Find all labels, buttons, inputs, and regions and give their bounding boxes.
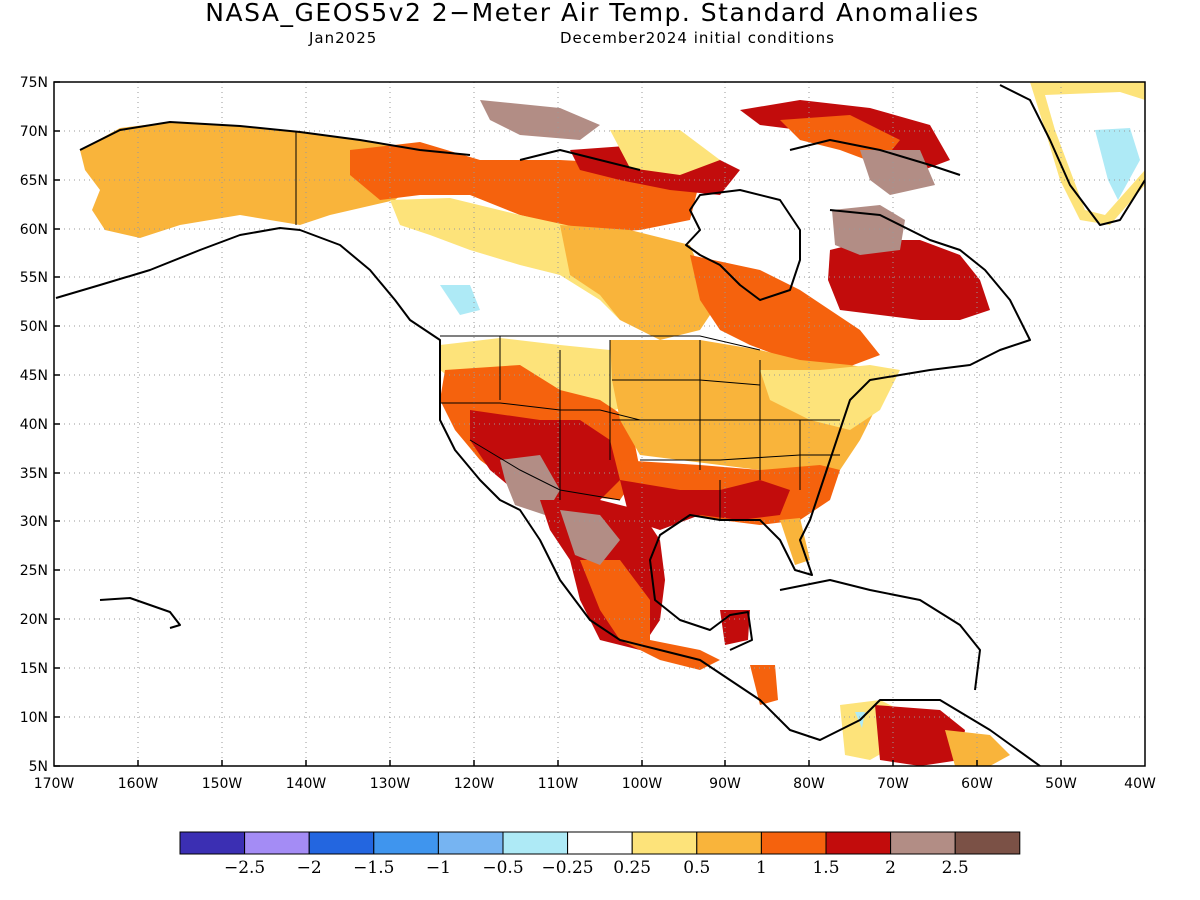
lat-label: 55N — [20, 270, 48, 286]
colorbar-label: 2.5 — [942, 858, 969, 878]
lat-label: 20N — [20, 612, 48, 628]
lon-label: 60W — [961, 776, 993, 792]
anomaly-region-arctic-yellow — [610, 130, 720, 175]
lat-label: 40N — [20, 417, 48, 433]
lat-label: 45N — [20, 368, 48, 384]
longitude-labels: 170W 160W 150W 140W 130W 120W 110W 100W … — [34, 776, 1156, 792]
lat-label: 15N — [20, 661, 48, 677]
colorbar-swatch — [954, 831, 1021, 855]
anomaly-region-arctic-brown — [480, 100, 600, 140]
tick-marks — [54, 81, 1062, 767]
anomaly-region-greenland-cyan — [1095, 128, 1140, 200]
colorbar-label: 1.5 — [812, 858, 839, 878]
lat-label: 50N — [20, 319, 48, 335]
colorbar-label: 0.5 — [683, 858, 710, 878]
colorbar-swatch — [890, 831, 956, 855]
colorbar: −2.5 −2 −1.5 −1 −0.5 −0.25 0.25 0.5 1 1.… — [179, 831, 1021, 878]
anomaly-region-bc-cyan — [440, 285, 480, 315]
colorbar-label: −0.5 — [482, 858, 523, 878]
colorbar-swatch — [696, 831, 762, 855]
anomaly-region-hudson-west — [560, 225, 720, 340]
anomaly-region-southwest-red — [470, 410, 620, 510]
anomaly-region-florida — [780, 518, 810, 565]
coastlines — [55, 84, 1145, 766]
lat-label: 65N — [20, 173, 48, 189]
anomaly-field — [54, 82, 1145, 766]
lat-label: 30N — [20, 514, 48, 530]
lat-label: 5N — [29, 759, 48, 775]
anomaly-region-northeast-yellow — [760, 365, 900, 430]
lon-label: 50W — [1045, 776, 1077, 792]
anomaly-region-mexico-orange — [580, 560, 720, 670]
anomaly-region-gulf-red — [620, 480, 790, 530]
colorbar-label: −2.5 — [224, 858, 265, 878]
colorbar-swatch — [631, 831, 698, 855]
initial-conditions: December2024 initial conditions — [560, 29, 835, 47]
lon-label: 130W — [370, 776, 411, 792]
anomaly-region-venezuela-red — [875, 705, 965, 766]
lon-label: 110W — [538, 776, 579, 792]
anomaly-region-yucatan — [720, 610, 750, 645]
lat-label: 70N — [20, 124, 48, 140]
colorbar-swatch — [437, 831, 504, 855]
lon-label: 140W — [286, 776, 327, 792]
lon-label: 70W — [877, 776, 909, 792]
lon-label: 40W — [1124, 776, 1156, 792]
forecast-month: Jan2025 — [309, 29, 378, 47]
colorbar-swatch — [567, 831, 633, 855]
colorbar-swatch — [502, 831, 569, 855]
anomaly-region-central-america — [750, 665, 778, 705]
map-title: NASA_GEOS5v2 2−Meter Air Temp. Standard … — [205, 0, 980, 27]
colorbar-swatch — [373, 831, 439, 855]
lat-label: 25N — [20, 563, 48, 579]
anomaly-region-mexico-brown — [560, 510, 620, 565]
lon-label: 150W — [202, 776, 243, 792]
lat-label: 75N — [20, 75, 48, 91]
colorbar-label: 1 — [756, 858, 767, 878]
colorbar-label: 0.25 — [613, 858, 651, 878]
colorbar-label: −0.25 — [542, 858, 594, 878]
political-borders — [295, 131, 840, 520]
colorbar-label: 2 — [885, 858, 896, 878]
lon-label: 80W — [793, 776, 825, 792]
lon-label: 170W — [34, 776, 75, 792]
lat-label: 35N — [20, 466, 48, 482]
latitude-labels: 75N 70N 65N 60N 55N 50N 45N 40N 35N 30N … — [20, 75, 48, 775]
colorbar-swatch — [825, 831, 892, 855]
anomaly-region-labrador-brown — [832, 205, 905, 255]
lon-label: 100W — [622, 776, 663, 792]
lat-label: 60N — [20, 222, 48, 238]
colorbar-swatch — [244, 831, 310, 855]
anomaly-region-labrador — [828, 240, 990, 320]
colorbar-label: −2 — [297, 858, 322, 878]
lon-label: 160W — [118, 776, 159, 792]
colorbar-swatch — [760, 831, 827, 855]
lat-label: 10N — [20, 710, 48, 726]
lon-label: 90W — [709, 776, 741, 792]
colorbar-swatch — [179, 831, 246, 855]
graticule — [54, 82, 1145, 766]
lon-label: 120W — [454, 776, 495, 792]
colorbar-label: −1.5 — [353, 858, 394, 878]
colorbar-swatch — [308, 831, 375, 855]
colorbar-label: −1 — [426, 858, 451, 878]
